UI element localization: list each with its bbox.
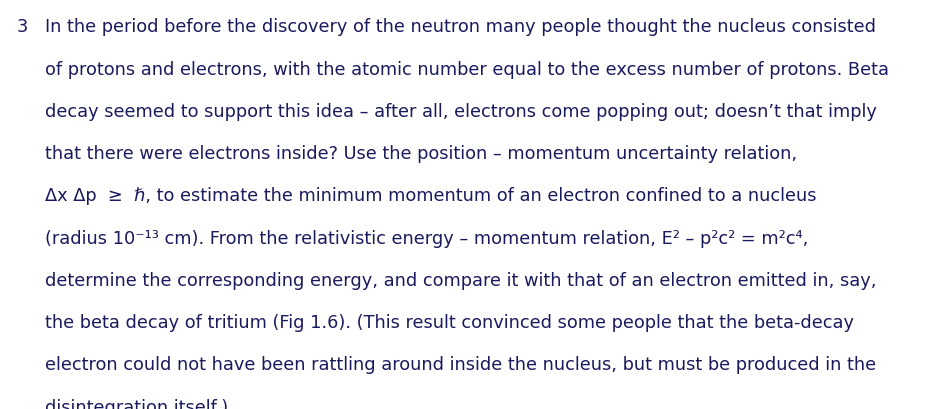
Text: 3: 3 <box>17 18 28 36</box>
Text: of protons and electrons, with the atomic number equal to the excess number of p: of protons and electrons, with the atomi… <box>45 61 888 79</box>
Text: the beta decay of tritium (Fig 1.6). (This result convinced some people that the: the beta decay of tritium (Fig 1.6). (Th… <box>45 313 853 331</box>
Text: (radius 10⁻¹³ cm). From the relativistic energy – momentum relation, E² – p²c² =: (radius 10⁻¹³ cm). From the relativistic… <box>45 229 807 247</box>
Text: that there were electrons inside? Use the position – momentum uncertainty relati: that there were electrons inside? Use th… <box>45 145 796 163</box>
Text: Δx Δp  ≥  ℏ, to estimate the minimum momentum of an electron confined to a nucle: Δx Δp ≥ ℏ, to estimate the minimum momen… <box>45 187 815 205</box>
Text: disintegration itself.): disintegration itself.) <box>45 398 227 409</box>
Text: decay seemed to support this idea – after all, electrons come popping out; doesn: decay seemed to support this idea – afte… <box>45 103 875 121</box>
Text: determine the corresponding energy, and compare it with that of an electron emit: determine the corresponding energy, and … <box>45 271 875 289</box>
Text: In the period before the discovery of the neutron many people thought the nucleu: In the period before the discovery of th… <box>45 18 875 36</box>
Text: electron could not have been rattling around inside the nucleus, but must be pro: electron could not have been rattling ar… <box>45 355 875 373</box>
